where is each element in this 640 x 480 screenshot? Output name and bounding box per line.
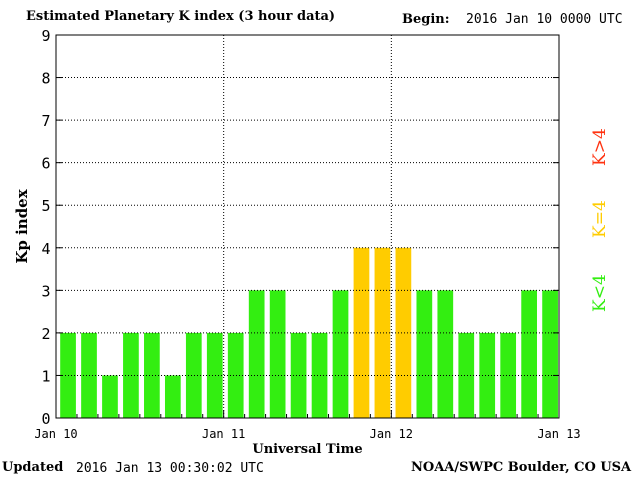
x-axis-label: Universal Time <box>252 442 362 457</box>
begin-value: 2016 Jan 10 0000 UTC <box>466 12 623 27</box>
y-tick-label-3: 3 <box>41 282 50 300</box>
source-credit: NOAA/SWPC Boulder, CO USA <box>411 460 632 475</box>
bar-5 <box>164 375 181 418</box>
bar-2 <box>102 375 118 418</box>
y-tick-label-2: 2 <box>41 325 50 343</box>
x-tick-label-1: Jan 11 <box>202 427 245 441</box>
legend-below-4: K<4 <box>590 274 610 312</box>
bar-16 <box>395 247 412 418</box>
bar-13 <box>332 290 349 418</box>
bar-21 <box>500 332 517 418</box>
bar-23 <box>542 290 558 418</box>
x-tick-label-0: Jan 10 <box>34 427 77 441</box>
bar-22 <box>521 290 537 418</box>
bar-17 <box>416 290 433 418</box>
y-tick-label-1: 1 <box>41 367 50 385</box>
chart-title: Estimated Planetary K index (3 hour data… <box>26 9 336 24</box>
bar-4 <box>144 332 160 418</box>
bar-8 <box>227 332 244 418</box>
y-tick-label-5: 5 <box>41 197 50 215</box>
y-axis-label: Kp index <box>13 188 31 263</box>
begin-label: Begin: <box>402 12 450 27</box>
bar-6 <box>185 332 202 418</box>
y-tick-label-0: 0 <box>41 410 50 428</box>
bar-11 <box>290 332 307 418</box>
updated-value: 2016 Jan 13 00:30:02 UTC <box>76 461 264 476</box>
bar-20 <box>479 332 496 418</box>
updated-label: Updated <box>2 460 64 475</box>
y-tick-label-9: 9 <box>41 27 50 45</box>
x-tick-label-3: Jan 13 <box>537 427 580 441</box>
y-tick-label-7: 7 <box>41 112 50 130</box>
bar-15 <box>374 247 391 418</box>
y-tick-label-6: 6 <box>41 155 50 173</box>
bar-12 <box>311 332 328 418</box>
bar-19 <box>458 332 475 418</box>
legend-above-4: K>4 <box>590 128 610 166</box>
y-tick-label-4: 4 <box>41 240 50 258</box>
bar-14 <box>353 247 370 418</box>
legend-equal-4: K=4 <box>590 200 610 238</box>
bar-3 <box>123 332 139 418</box>
bar-18 <box>437 290 454 418</box>
bar-7 <box>206 332 223 418</box>
bar-9 <box>248 290 265 418</box>
x-tick-label-2: Jan 12 <box>370 427 413 441</box>
bar-10 <box>269 290 286 418</box>
y-tick-label-8: 8 <box>41 70 50 88</box>
